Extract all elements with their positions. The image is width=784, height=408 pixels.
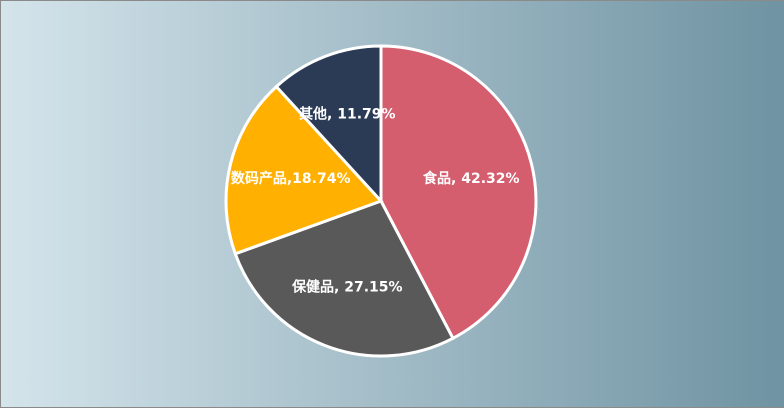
- pie-slice: [224, 84, 384, 256]
- pie-slice: [379, 44, 538, 341]
- pie-slice: [233, 199, 455, 358]
- slice-label: 数码产品,18.74%: [231, 170, 351, 187]
- pie-slice: [274, 44, 383, 205]
- slice-label: 其他, 11.79%: [299, 105, 396, 122]
- slice-label: 保健品, 27.15%: [291, 279, 403, 296]
- slice-label: 食品, 42.32%: [423, 170, 520, 187]
